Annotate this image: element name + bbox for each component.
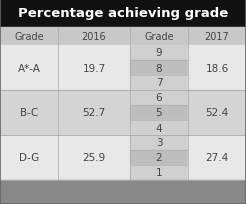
Text: 4: 4: [156, 123, 162, 133]
Bar: [130, 105, 188, 120]
Bar: [130, 46, 188, 61]
Bar: [130, 150, 188, 165]
Text: 3: 3: [156, 138, 162, 148]
Bar: [58, 46, 130, 91]
Bar: [0, 46, 58, 91]
Bar: [0, 0, 246, 28]
Bar: [130, 165, 188, 180]
Text: A*-A: A*-A: [17, 63, 40, 73]
Text: Grade: Grade: [144, 32, 174, 42]
Text: 8: 8: [156, 63, 162, 73]
Bar: [58, 135, 130, 180]
Bar: [130, 135, 188, 150]
Text: 1: 1: [156, 168, 162, 178]
Text: 5: 5: [156, 108, 162, 118]
Text: Grade: Grade: [14, 32, 44, 42]
Bar: [188, 46, 246, 91]
Bar: [130, 120, 188, 135]
Text: 25.9: 25.9: [82, 153, 106, 163]
Bar: [0, 180, 246, 204]
Bar: [0, 28, 58, 46]
Text: D-G: D-G: [19, 153, 39, 163]
Text: 2: 2: [156, 153, 162, 163]
Text: 9: 9: [156, 48, 162, 58]
Bar: [188, 91, 246, 135]
Bar: [0, 135, 58, 180]
Text: 7: 7: [156, 78, 162, 88]
Text: Percentage achieving grade: Percentage achieving grade: [18, 8, 228, 20]
Text: 6: 6: [156, 93, 162, 103]
Bar: [130, 91, 188, 105]
Bar: [188, 28, 246, 46]
Bar: [0, 91, 58, 135]
Text: 52.4: 52.4: [205, 108, 229, 118]
Text: 2017: 2017: [205, 32, 229, 42]
Text: 2016: 2016: [82, 32, 106, 42]
Text: B-C: B-C: [20, 108, 38, 118]
Bar: [58, 91, 130, 135]
Bar: [130, 76, 188, 91]
Text: 19.7: 19.7: [82, 63, 106, 73]
Bar: [130, 61, 188, 76]
Text: 52.7: 52.7: [82, 108, 106, 118]
Text: 27.4: 27.4: [205, 153, 229, 163]
Bar: [58, 28, 130, 46]
Bar: [130, 28, 188, 46]
Bar: [188, 135, 246, 180]
Text: 18.6: 18.6: [205, 63, 229, 73]
